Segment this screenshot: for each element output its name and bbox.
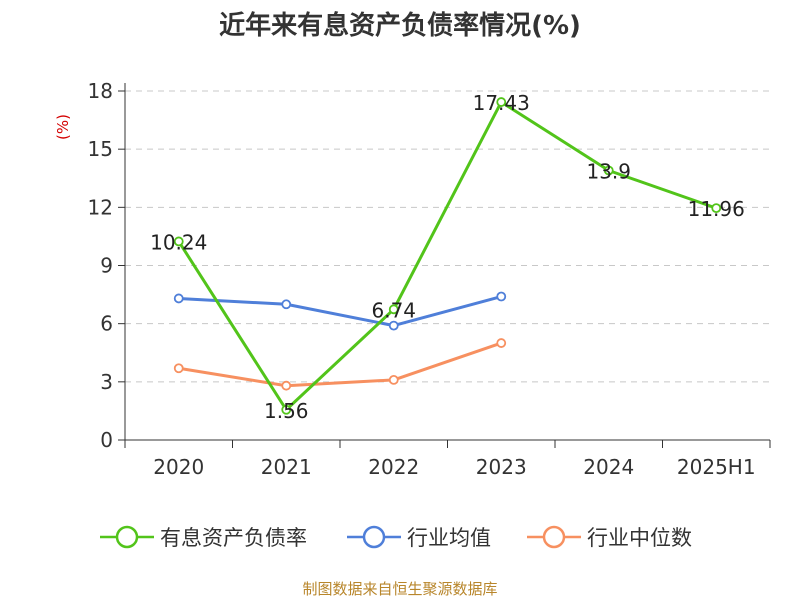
y-tick-label: 12 — [88, 195, 113, 219]
gridlines — [125, 90, 770, 383]
series-line — [178, 295, 502, 328]
data-point — [496, 291, 507, 302]
legend-marker — [542, 525, 566, 549]
data-point — [173, 363, 184, 374]
legend-item[interactable]: 有息资产负债率 — [100, 525, 307, 550]
data-point — [496, 338, 507, 348]
legend-label: 行业中位数 — [587, 526, 692, 550]
legend-item[interactable]: 行业中位数 — [527, 525, 692, 550]
data-point — [603, 165, 614, 176]
data-point — [388, 304, 399, 315]
data-point — [173, 236, 184, 247]
y-tick-label: 15 — [88, 137, 113, 161]
source-note: 制图数据来自恒生聚源数据库 — [302, 580, 497, 598]
data-point — [711, 203, 722, 214]
x-tick-label: 2023 — [476, 455, 527, 479]
data-point — [388, 320, 399, 331]
y-tick-label: 3 — [100, 370, 113, 394]
y-tick-label: 0 — [100, 428, 113, 452]
y-axis-label: (%) — [54, 114, 72, 140]
x-tick-label: 2022 — [368, 455, 419, 479]
legend-item[interactable]: 行业均值 — [347, 525, 491, 550]
data-labels: 10.24 1.56 6.74 17.43 13.9 11.96 — [150, 91, 745, 423]
x-tick-label: 2020 — [153, 455, 204, 479]
data-point — [281, 299, 292, 310]
data-label: 10.24 — [150, 230, 207, 254]
data-label: 1.56 — [264, 399, 309, 423]
legend-marker — [362, 525, 386, 549]
data-label: 17.43 — [473, 91, 530, 115]
data-point — [496, 97, 507, 107]
axes: 0 3 6 9 12 15 18 2020 2021 2022 2023 2024 2025H1 — [88, 79, 771, 479]
legend-marker — [115, 525, 139, 549]
series-lines — [173, 97, 722, 415]
y-tick-label: 9 — [100, 254, 113, 278]
y-tick-label: 6 — [100, 312, 113, 336]
legend[interactable]: 有息资产负债率 行业均值 行业中位数 — [100, 525, 692, 550]
data-label: 6.74 — [371, 298, 416, 322]
series-line — [177, 100, 717, 412]
data-point — [281, 404, 292, 415]
legend-label: 行业均值 — [407, 526, 491, 550]
series-line — [178, 341, 502, 388]
data-label: 13.9 — [586, 159, 631, 183]
data-point — [281, 380, 292, 391]
data-label: 11.96 — [688, 197, 745, 221]
x-tick-label: 2021 — [261, 455, 312, 479]
legend-label: 有息资产负债率 — [160, 526, 307, 550]
data-point — [173, 293, 184, 304]
x-tick-label: 2024 — [583, 455, 634, 479]
y-tick-label: 18 — [88, 79, 113, 103]
x-tick-label: 2025H1 — [677, 455, 756, 479]
chart-title: 近年来有息资产负债率情况(%) — [219, 10, 581, 41]
data-point — [388, 374, 399, 385]
